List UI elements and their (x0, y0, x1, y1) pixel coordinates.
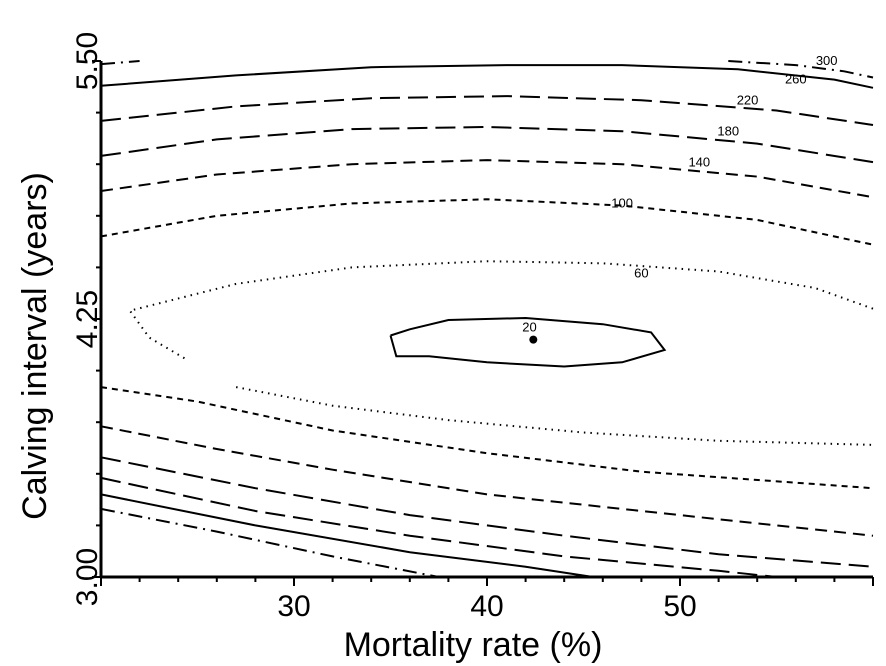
contour-label-140: 140 (688, 154, 710, 169)
y-tick-label-3.00: 3.00 (71, 548, 104, 606)
contour-label-180: 180 (717, 123, 739, 138)
contour-line-260-1 (100, 64, 874, 89)
x-tick-label-40: 40 (470, 590, 503, 623)
contour-lines (100, 60, 874, 578)
x-ticks: 30 40 50 (100, 577, 874, 623)
contour-label-260: 260 (785, 72, 807, 87)
contour-line-140-2 (100, 425, 874, 537)
contour-line-180-1 (100, 125, 874, 164)
minimum-point-marker (529, 335, 538, 344)
contour-line-220-2 (100, 476, 777, 578)
contour-label-100: 100 (611, 196, 633, 211)
contour-line-220-1 (100, 95, 874, 126)
contour-line-300-3 (100, 507, 439, 578)
axes (99, 61, 873, 579)
contour-line-60-1 (128, 260, 874, 362)
contour-line-60-2 (235, 386, 874, 446)
contour-line-100-1 (100, 198, 874, 246)
y-ticks: 3.00 4.25 5.50 (71, 32, 104, 606)
contour-label-20: 20 (522, 319, 536, 334)
contour-line-260-2 (100, 493, 594, 578)
y-tick-label-5.50: 5.50 (71, 32, 104, 90)
contour-label-220: 220 (737, 92, 759, 107)
contour-line-140-1 (100, 159, 874, 199)
contour-line-100-2 (100, 386, 874, 490)
y-axis-title: Calving interval (years) (16, 172, 54, 520)
contour-label-60: 60 (634, 266, 648, 281)
contour-label-300: 300 (816, 53, 838, 68)
contour-line-300-2 (728, 60, 874, 79)
x-tick-label-30: 30 (277, 590, 310, 623)
contour-labels: 20 60 100 140 180 220 260 300 (522, 53, 838, 344)
x-tick-label-50: 50 (663, 590, 696, 623)
x-axis-title: Mortality rate (%) (344, 626, 603, 664)
contour-line-20-1 (389, 316, 667, 368)
y-tick-label-4.25: 4.25 (71, 290, 104, 348)
contour-line-300-1 (100, 60, 140, 66)
contour-line-180-2 (100, 456, 874, 568)
